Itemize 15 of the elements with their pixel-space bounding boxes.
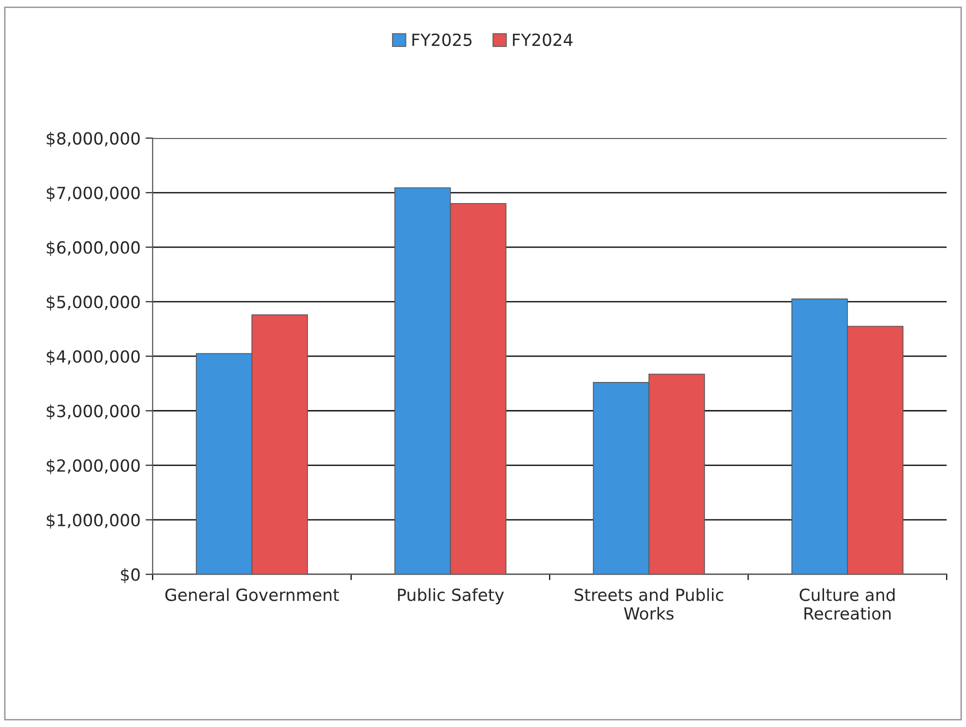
y-tick-label: $6,000,000 bbox=[46, 240, 140, 256]
y-tick-label: $0 bbox=[120, 568, 140, 584]
legend-label: FY2025 bbox=[412, 33, 472, 46]
y-tick-label: $5,000,000 bbox=[46, 295, 140, 310]
y-tick-label: $8,000,000 bbox=[46, 132, 140, 147]
x-tick-label: General Government bbox=[165, 588, 339, 602]
legend-label: FY2024 bbox=[512, 33, 573, 46]
y-tick-label: $3,000,000 bbox=[46, 404, 140, 420]
y-tick-label: $7,000,000 bbox=[46, 186, 140, 202]
x-tick-label: Streets and Public Works bbox=[574, 588, 724, 620]
y-tick-label: $4,000,000 bbox=[46, 350, 140, 366]
x-tick-label: Culture and Recreation bbox=[800, 588, 895, 620]
y-tick-label: $2,000,000 bbox=[46, 458, 140, 474]
y-tick-label: $1,000,000 bbox=[46, 513, 140, 529]
x-tick-label: Public Safety bbox=[398, 588, 504, 604]
